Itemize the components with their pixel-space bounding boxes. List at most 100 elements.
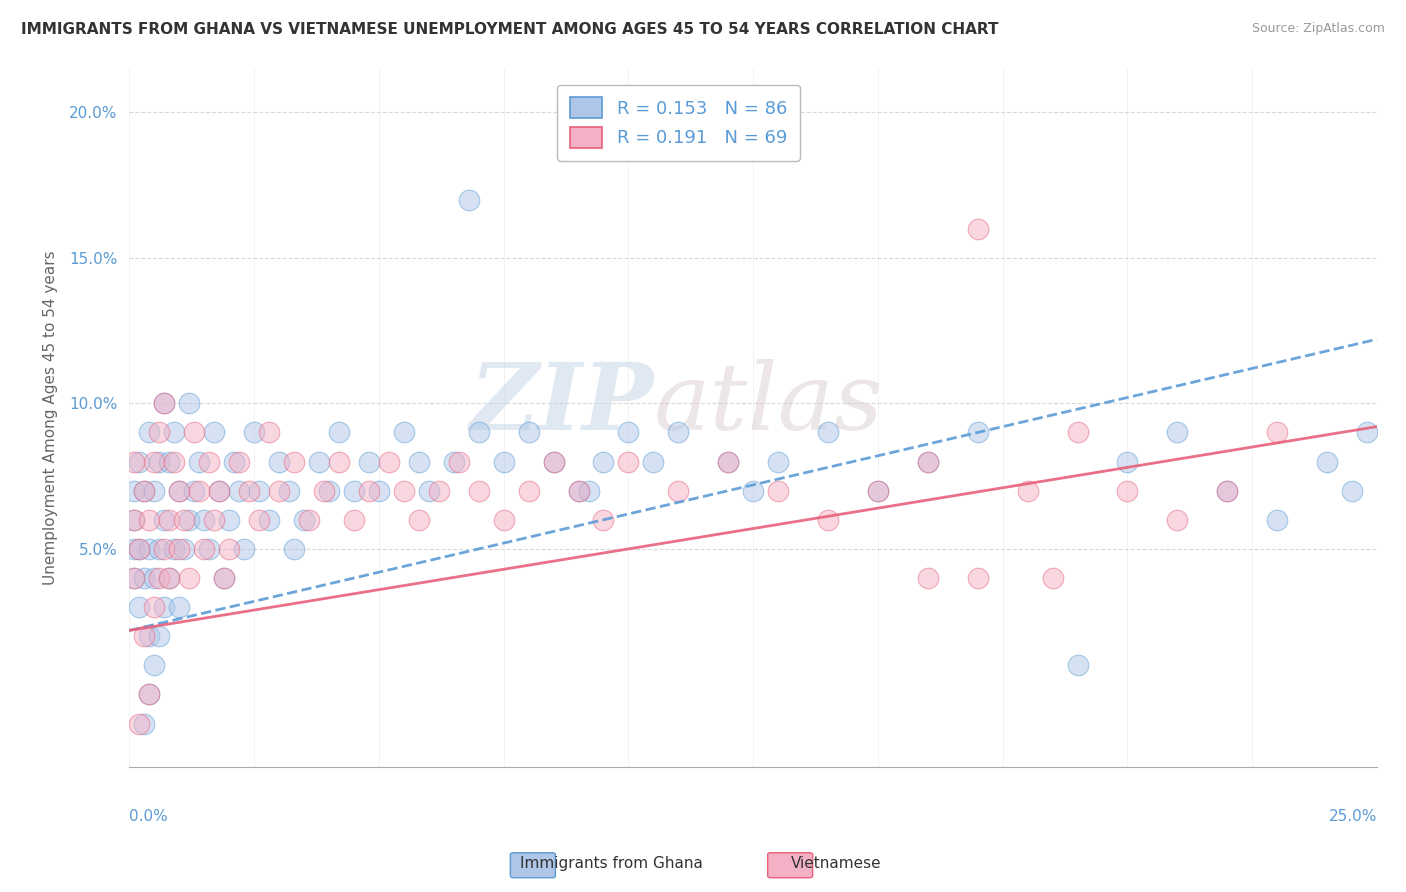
Point xyxy=(134,629,156,643)
Point xyxy=(179,571,201,585)
Point xyxy=(292,513,315,527)
Point xyxy=(1216,483,1239,498)
Point xyxy=(742,483,765,498)
Point xyxy=(567,483,589,498)
Point xyxy=(328,454,350,468)
Point xyxy=(124,571,146,585)
Point xyxy=(1216,483,1239,498)
Point xyxy=(138,513,160,527)
Point xyxy=(202,425,225,440)
Text: IMMIGRANTS FROM GHANA VS VIETNAMESE UNEMPLOYMENT AMONG AGES 45 TO 54 YEARS CORRE: IMMIGRANTS FROM GHANA VS VIETNAMESE UNEM… xyxy=(21,22,998,37)
Point xyxy=(153,600,176,615)
Point xyxy=(173,541,195,556)
Point xyxy=(492,454,515,468)
Point xyxy=(966,425,988,440)
Point xyxy=(169,600,191,615)
Point xyxy=(343,513,366,527)
Point xyxy=(492,513,515,527)
Point xyxy=(866,483,889,498)
Point xyxy=(179,513,201,527)
Point xyxy=(966,571,988,585)
Point xyxy=(218,513,240,527)
Point xyxy=(392,425,415,440)
Point xyxy=(917,571,939,585)
Point xyxy=(517,425,540,440)
Point xyxy=(188,454,211,468)
Point xyxy=(153,396,176,410)
Point xyxy=(247,513,270,527)
Point xyxy=(418,483,440,498)
Point xyxy=(543,454,565,468)
Text: 0.0%: 0.0% xyxy=(129,809,169,824)
Point xyxy=(578,483,600,498)
Point xyxy=(128,541,150,556)
Point xyxy=(592,513,614,527)
Point xyxy=(1116,483,1139,498)
Point xyxy=(224,454,246,468)
Point xyxy=(1355,425,1378,440)
Point xyxy=(866,483,889,498)
Point xyxy=(163,541,186,556)
Point xyxy=(148,425,170,440)
Point xyxy=(134,716,156,731)
Point xyxy=(666,483,689,498)
Point xyxy=(169,483,191,498)
Point xyxy=(318,483,340,498)
Point xyxy=(247,483,270,498)
Point xyxy=(138,688,160,702)
Point xyxy=(1316,454,1339,468)
Point xyxy=(517,483,540,498)
Point xyxy=(143,454,166,468)
Point xyxy=(717,454,740,468)
Point xyxy=(163,425,186,440)
Point xyxy=(124,541,146,556)
Point xyxy=(467,483,489,498)
Point xyxy=(392,483,415,498)
Point xyxy=(124,513,146,527)
Point xyxy=(238,483,260,498)
Point xyxy=(173,513,195,527)
Point xyxy=(169,483,191,498)
Point xyxy=(817,425,839,440)
Text: ZIP: ZIP xyxy=(470,359,654,449)
Point xyxy=(1265,425,1288,440)
Point xyxy=(138,629,160,643)
Point xyxy=(128,716,150,731)
Point xyxy=(457,193,479,207)
Point xyxy=(153,396,176,410)
Point xyxy=(766,483,789,498)
Point xyxy=(666,425,689,440)
Point xyxy=(408,454,430,468)
Point xyxy=(269,454,291,468)
Point xyxy=(188,483,211,498)
Point xyxy=(283,454,305,468)
Point xyxy=(543,454,565,468)
Point xyxy=(198,541,221,556)
Point xyxy=(153,541,176,556)
Text: 25.0%: 25.0% xyxy=(1329,809,1376,824)
Point xyxy=(143,658,166,673)
Point xyxy=(592,454,614,468)
Point xyxy=(427,483,450,498)
Point xyxy=(278,483,301,498)
Point xyxy=(163,454,186,468)
Point xyxy=(966,221,988,235)
Point xyxy=(138,425,160,440)
Point xyxy=(208,483,231,498)
Legend: R = 0.153   N = 86, R = 0.191   N = 69: R = 0.153 N = 86, R = 0.191 N = 69 xyxy=(557,85,800,161)
Point xyxy=(193,541,215,556)
Point xyxy=(218,541,240,556)
Point xyxy=(257,513,280,527)
Point xyxy=(617,425,640,440)
Point xyxy=(298,513,321,527)
Point xyxy=(212,571,235,585)
Point xyxy=(124,571,146,585)
Point xyxy=(183,483,205,498)
Point xyxy=(124,483,146,498)
Point xyxy=(643,454,665,468)
Point xyxy=(153,513,176,527)
Point xyxy=(917,454,939,468)
Point xyxy=(228,454,250,468)
Point xyxy=(368,483,391,498)
Point xyxy=(1341,483,1364,498)
